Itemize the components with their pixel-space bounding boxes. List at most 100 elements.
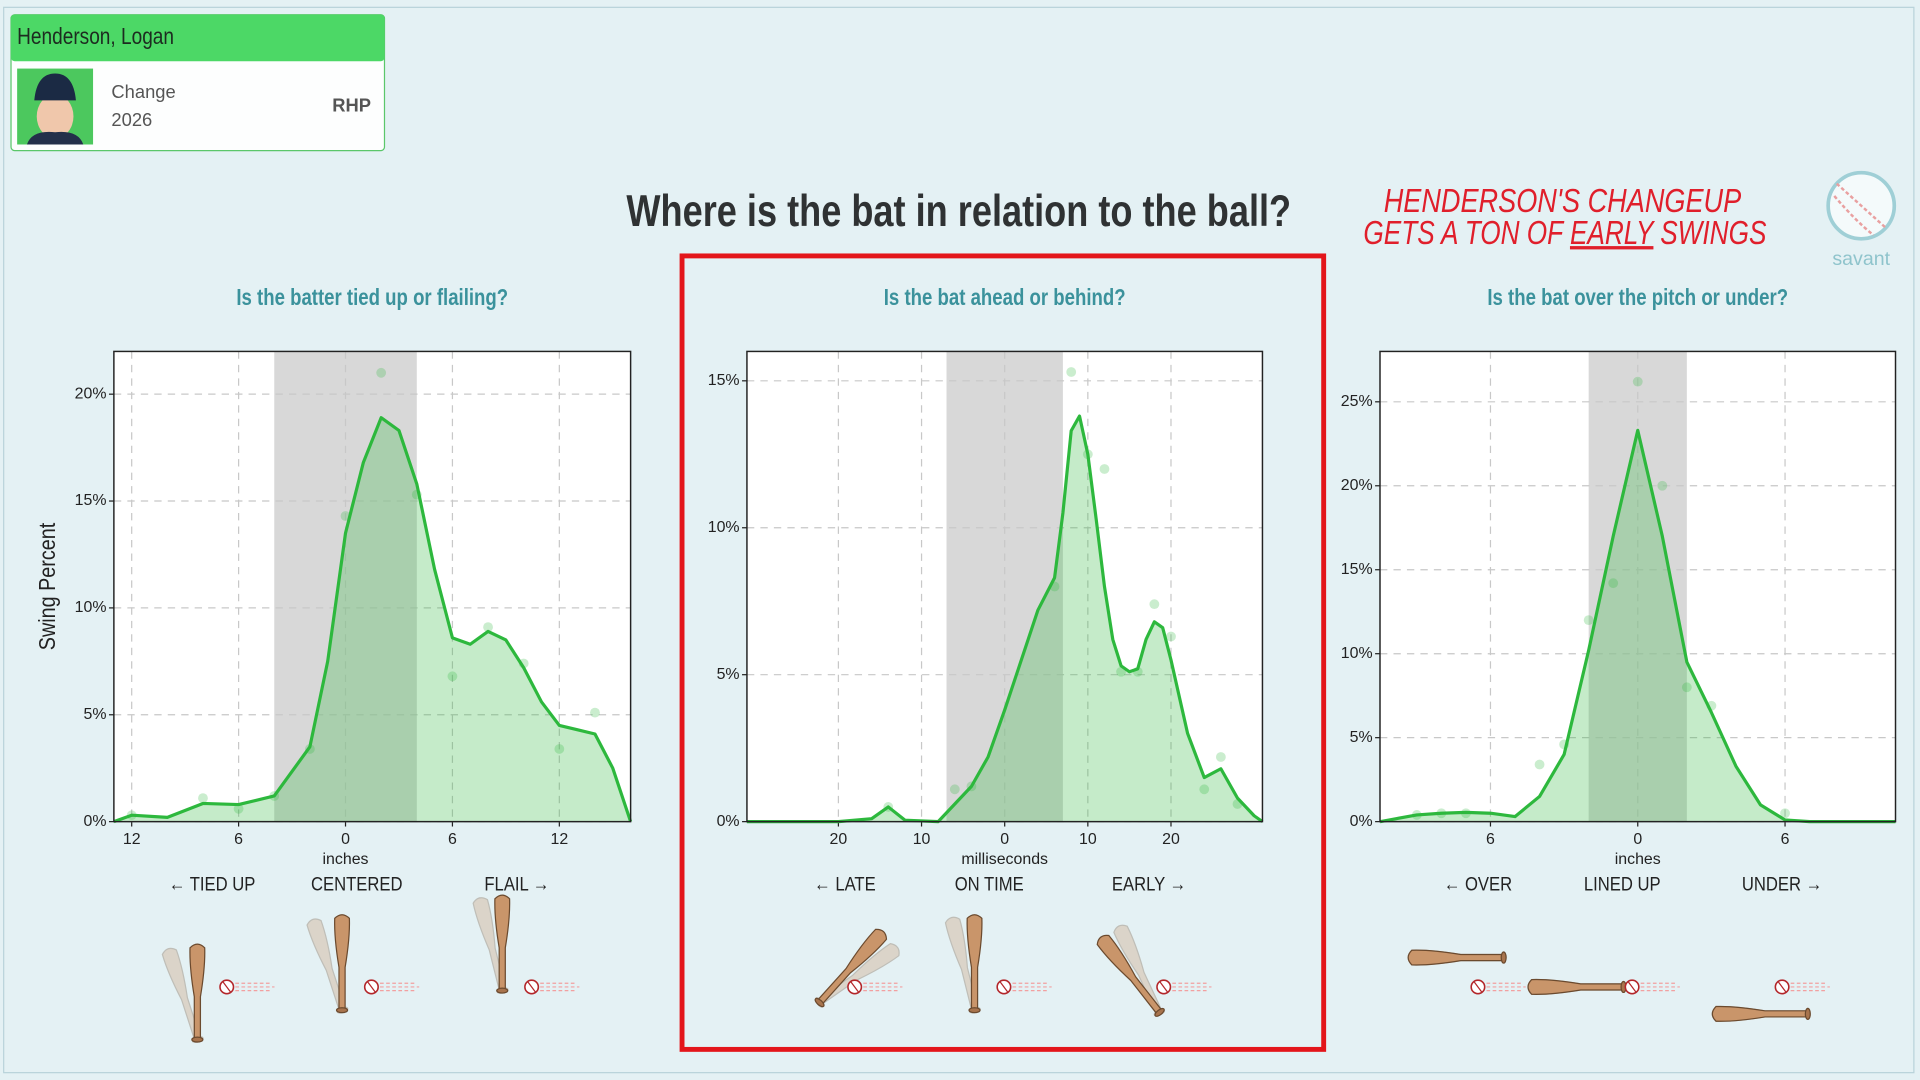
bat-knob xyxy=(191,1036,204,1043)
sample-point xyxy=(376,367,387,378)
ball-trail xyxy=(1012,982,1052,992)
sample-point xyxy=(1066,367,1077,377)
sample-point xyxy=(554,744,565,754)
density-area xyxy=(1380,430,1896,822)
x-tick-label: 0 xyxy=(341,831,350,848)
sample-point xyxy=(1780,808,1790,819)
x-tick-label: 6 xyxy=(448,831,457,848)
bat xyxy=(1527,978,1627,995)
ball-seam xyxy=(222,981,231,993)
bat-body xyxy=(189,943,206,1039)
bat-body xyxy=(161,947,202,1041)
x-axis-label: inches xyxy=(1615,851,1661,868)
ball-trail xyxy=(863,982,903,992)
x-tick-label: 12 xyxy=(123,831,141,848)
ball-trail xyxy=(540,982,580,992)
chart-title: Is the bat ahead or behind? xyxy=(884,284,1126,310)
bat-knob xyxy=(968,1007,981,1014)
bat xyxy=(966,914,983,1014)
zone-label: CENTERED xyxy=(311,873,403,895)
x-tick-label: 10 xyxy=(1079,831,1097,848)
x-tick-label: 6 xyxy=(1781,831,1790,848)
x-tick-label: 6 xyxy=(1486,831,1495,848)
sample-point xyxy=(1166,631,1176,642)
chart: Is the bat ahead or behind? 20 10 0 10 20 0% 5%… xyxy=(708,284,1264,1017)
savant-logo: savant xyxy=(1826,170,1897,270)
zone-label: ON TIME xyxy=(955,873,1024,895)
sample-point xyxy=(590,707,600,718)
bat-body xyxy=(1527,978,1623,995)
sample-point xyxy=(483,622,493,633)
y-tick-label: 15% xyxy=(708,372,740,389)
swing-icon xyxy=(1407,949,1526,995)
swing-icon xyxy=(472,894,580,995)
sample-point xyxy=(1681,682,1692,693)
player-card: Henderson, Logan Change 2026 RHP xyxy=(10,14,386,152)
sample-point xyxy=(198,793,208,804)
bat-body xyxy=(472,897,506,991)
sample-point xyxy=(1583,615,1594,626)
chart: Is the bat over the pitch or under? 6 0 6 0%… xyxy=(1341,284,1897,1022)
charts: Is the batter tied up or flailing? 12 6 0 6 1… xyxy=(34,284,1897,1044)
plot-frame xyxy=(746,350,1264,823)
swing-icon xyxy=(1527,978,1680,995)
bat xyxy=(334,914,351,1014)
y-tick-label: 10% xyxy=(708,519,740,536)
bat-knob xyxy=(496,987,509,994)
density-line xyxy=(746,414,1264,824)
sample-point xyxy=(1099,464,1110,474)
card-header xyxy=(11,14,385,62)
y-tick-label: 15% xyxy=(75,492,107,509)
swing-icon xyxy=(1096,924,1212,1017)
season: 2026 xyxy=(111,109,152,130)
x-tick-label: 0 xyxy=(1000,831,1009,848)
plot-frame xyxy=(1379,350,1897,823)
sample-point xyxy=(1149,599,1160,610)
plot-frame xyxy=(113,350,632,823)
swing-icon xyxy=(1711,979,1830,1022)
bat xyxy=(494,894,511,994)
throws: RHP xyxy=(332,94,371,115)
x-tick-label: 12 xyxy=(550,831,568,848)
logo-seams xyxy=(1833,182,1887,237)
density-area xyxy=(113,417,631,822)
bat xyxy=(1407,949,1507,966)
bat-body xyxy=(817,942,900,1005)
ball-trail xyxy=(1640,982,1680,992)
ball-seam xyxy=(850,981,859,993)
sample-point xyxy=(1199,784,1210,795)
ball-seam xyxy=(999,981,1009,993)
sample-point xyxy=(447,671,458,682)
annotation: HENDERSON'S CHANGEUP GETS A TON OFEARLYS… xyxy=(1363,183,1766,252)
density-area xyxy=(746,416,1263,822)
bat xyxy=(1096,934,1165,1017)
highlight-box xyxy=(679,253,1327,1052)
bat-knob xyxy=(335,1007,349,1014)
swing-icon xyxy=(306,914,420,1014)
bat-body xyxy=(306,918,346,1011)
y-tick-label: 10% xyxy=(1341,645,1373,662)
bat-body xyxy=(1407,949,1504,966)
sample-point xyxy=(233,803,244,814)
x-tick-label: 6 xyxy=(234,831,243,848)
y-tick-label: 5% xyxy=(717,666,740,683)
swing-icon xyxy=(161,943,275,1044)
bat-body xyxy=(817,928,888,1005)
ball-seam xyxy=(1627,981,1637,993)
y-tick-label: 5% xyxy=(1350,729,1373,746)
density-line xyxy=(1379,428,1896,824)
density-line xyxy=(113,416,633,824)
bat xyxy=(1711,1005,1811,1022)
x-axis-label: inches xyxy=(323,851,369,868)
chart-title: Is the bat over the pitch or under? xyxy=(1487,284,1788,310)
bat-knob xyxy=(1804,1007,1811,1020)
x-tick-label: 20 xyxy=(1162,831,1180,848)
zone-label: ← OVER xyxy=(1444,873,1512,895)
bat-knob xyxy=(1154,1007,1165,1017)
zone-label: EARLY → xyxy=(1112,873,1186,895)
y-tick-label: 10% xyxy=(75,599,107,616)
swing-icon xyxy=(814,928,903,1008)
chart: Is the batter tied up or flailing? 12 6 0 6 1… xyxy=(34,284,633,1044)
bat xyxy=(189,943,206,1043)
